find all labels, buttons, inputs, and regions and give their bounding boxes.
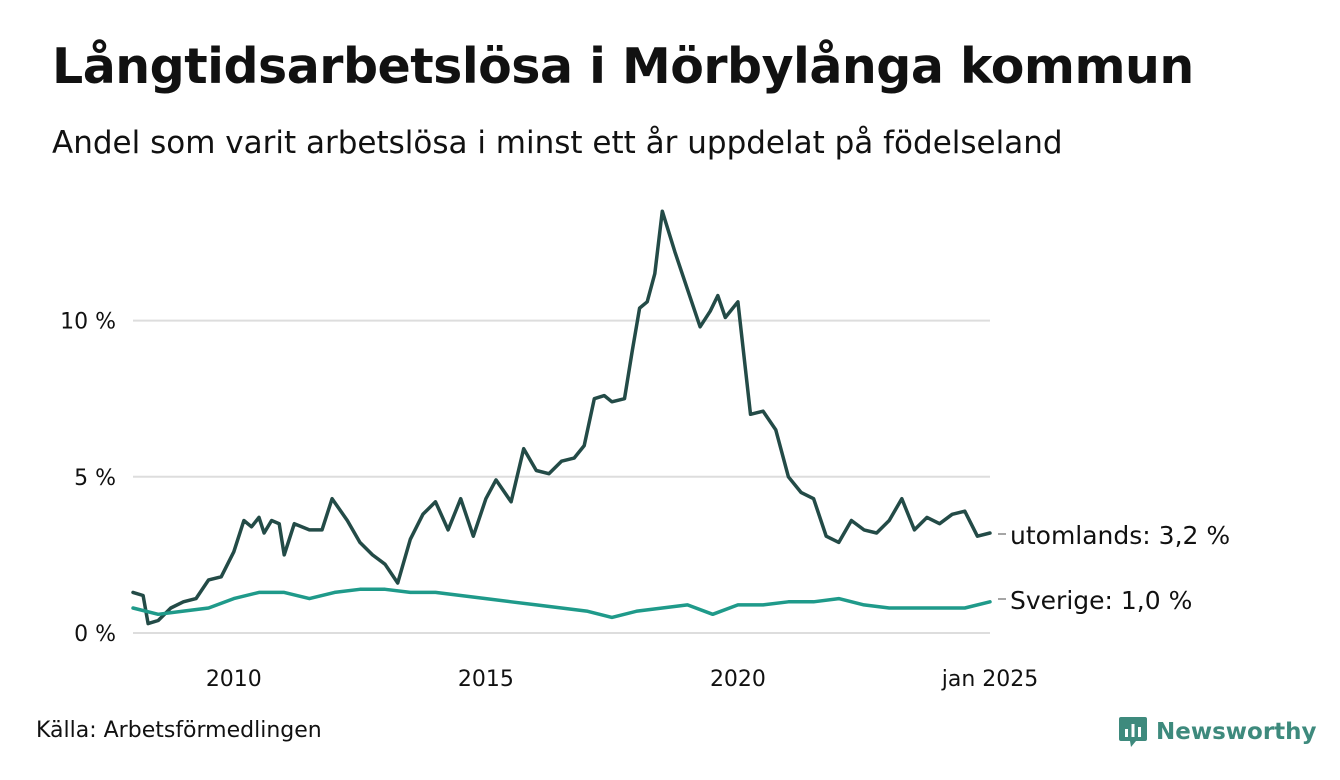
series-line-utomlands [131, 209, 992, 626]
x-tick-label: jan 2025 [941, 667, 1039, 692]
brand-logo: Newsworthy [1118, 714, 1317, 750]
gridlines [133, 319, 990, 634]
y-tick-label: 10 % [60, 310, 116, 335]
line-chart: 0 % 5 % 10 % 2010 2015 2020 jan 2025 utomland… [60, 209, 1230, 692]
x-tick-label: 2015 [458, 667, 514, 692]
source-note: Källa: Arbetsförmedlingen [36, 718, 322, 743]
x-tick-label: 2010 [206, 667, 262, 692]
brand-name: Newsworthy [1156, 719, 1317, 745]
end-label-utomlands: utomlands: 3,2 % [1010, 521, 1230, 550]
y-tick-label: 0 % [74, 622, 116, 647]
chart-title: Långtidsarbetslösa i Mörbylånga kommun [52, 38, 1194, 95]
x-axis-ticks: 2010 2015 2020 jan 2025 [206, 667, 1038, 692]
y-axis-ticks: 0 % 5 % 10 % [60, 310, 116, 647]
series-line-sverige [131, 587, 992, 620]
x-tick-label: 2020 [710, 667, 766, 692]
chart-subtitle: Andel som varit arbetslösa i minst ett å… [52, 125, 1063, 161]
y-tick-label: 5 % [74, 466, 116, 491]
newsworthy-logo-icon [1119, 717, 1147, 747]
end-labels: utomlands: 3,2 % Sverige: 1,0 % [998, 521, 1230, 615]
series-lines [131, 209, 992, 626]
end-label-sverige: Sverige: 1,0 % [1010, 586, 1192, 615]
